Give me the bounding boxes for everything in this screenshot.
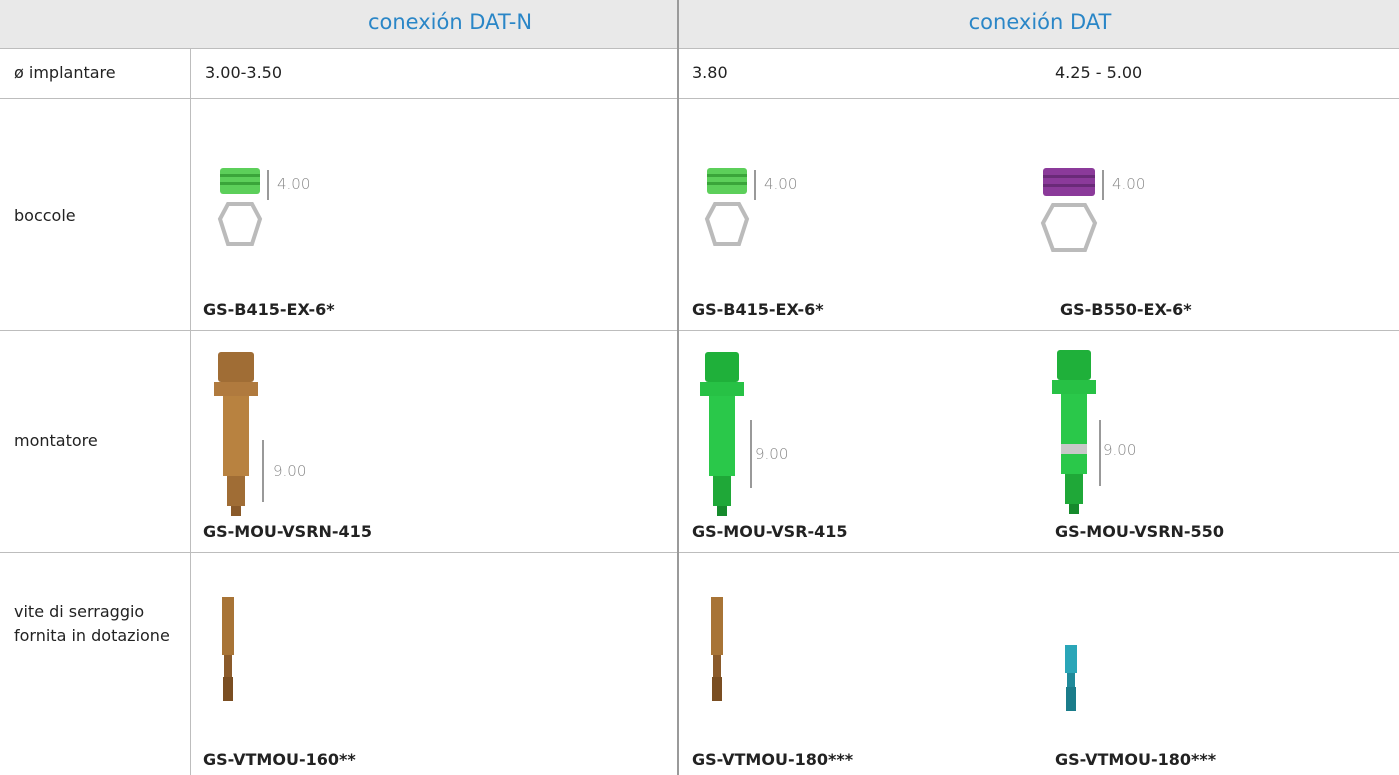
cell: 3.00-3.50 [205,63,283,82]
row-label: vite di serraggio fornita in dotazione [14,602,170,645]
group-header: conexión DAT [968,10,1112,34]
product-code: GS-B415-EX-6* [203,300,335,319]
product-code: GS-VTMOU-180*** [1055,750,1217,769]
product-code: GS-MOU-VSRN-415 [203,522,372,541]
row-label: boccole [14,206,76,225]
group-header: conexión DAT-N [367,10,533,34]
dimension: 9.00 [1103,441,1137,459]
row-label: montatore [14,431,98,450]
dimension: 4.00 [764,175,798,193]
product-code: GS-MOU-VSRN-550 [1055,522,1224,541]
dimension: 4.00 [1112,175,1146,193]
product-code: GS-B550-EX-6* [1060,300,1192,319]
product-code: GS-B415-EX-6* [692,300,824,319]
product-code: GS-VTMOU-160** [203,750,356,769]
row-label: ø implantare [14,63,116,82]
product-code: GS-MOU-VSR-415 [692,522,848,541]
cell: 4.25 - 5.00 [1055,63,1143,82]
product-code: GS-VTMOU-180*** [692,750,854,769]
cell: 3.80 [692,63,728,82]
dimension: 4.00 [277,175,311,193]
dimension: 9.00 [273,462,307,480]
dimension: 9.00 [755,445,789,463]
